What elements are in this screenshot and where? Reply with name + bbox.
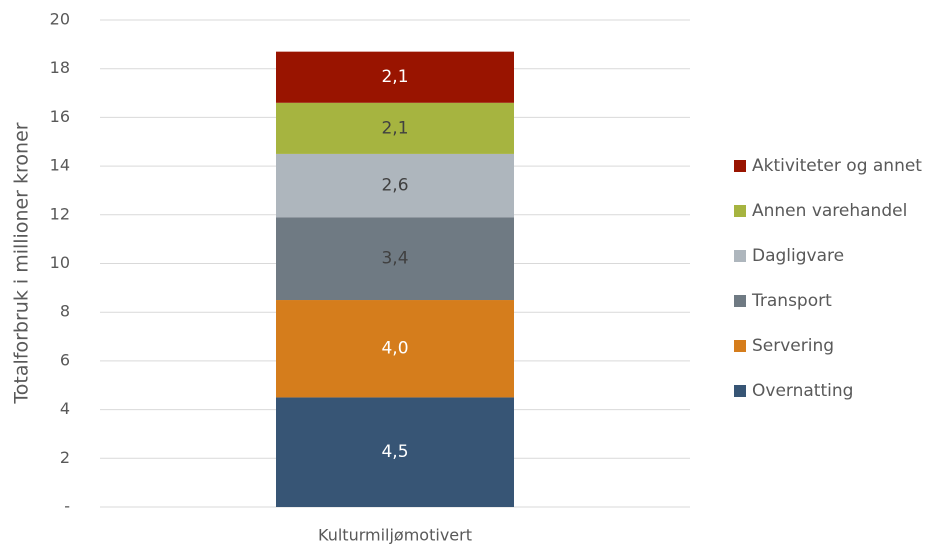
y-tick-label: - xyxy=(64,497,70,516)
legend-label: Servering xyxy=(752,336,834,356)
bar-segment xyxy=(276,397,514,507)
value-label: 2,1 xyxy=(381,67,408,87)
y-tick-label: 14 xyxy=(50,156,70,175)
legend-swatch xyxy=(734,295,746,307)
bar-segment xyxy=(276,217,514,301)
value-label: 4,0 xyxy=(381,339,408,359)
legend-swatch xyxy=(734,250,746,262)
bar-segment xyxy=(276,300,514,398)
legend-swatch xyxy=(734,340,746,352)
y-tick-label: 2 xyxy=(60,448,70,467)
y-tick-label: 18 xyxy=(50,58,70,77)
legend-swatch xyxy=(734,385,746,397)
y-tick-label: 20 xyxy=(50,10,70,29)
value-label: 2,6 xyxy=(381,176,408,196)
legend-label: Aktiviteter og annet xyxy=(752,156,922,176)
legend-swatch xyxy=(734,205,746,217)
y-tick-label: 10 xyxy=(50,253,70,272)
value-label: 4,5 xyxy=(381,442,408,462)
y-tick-label: 4 xyxy=(60,399,70,418)
value-label: 2,1 xyxy=(381,118,408,138)
y-tick-label: 6 xyxy=(60,350,70,369)
value-label: 3,4 xyxy=(381,249,408,269)
y-tick-label: 8 xyxy=(60,302,70,321)
legend-label: Dagligvare xyxy=(752,246,844,266)
y-tick-label: 12 xyxy=(50,204,70,223)
y-tick-label: 16 xyxy=(50,107,70,126)
legend: Overnatting Servering Transport Dagligvare A… xyxy=(734,156,922,401)
bar-segment xyxy=(276,51,514,103)
bar-segment xyxy=(276,102,514,154)
legend-swatch xyxy=(734,160,746,172)
bar-segment xyxy=(276,153,514,218)
legend-label: Annen varehandel xyxy=(752,201,907,221)
x-tick-label: Kulturmiljømotivert xyxy=(318,526,472,545)
y-axis-title: Totalforbruk i millioner kroner xyxy=(11,122,33,404)
legend-label: Overnatting xyxy=(752,381,853,401)
legend-label: Transport xyxy=(751,291,832,311)
